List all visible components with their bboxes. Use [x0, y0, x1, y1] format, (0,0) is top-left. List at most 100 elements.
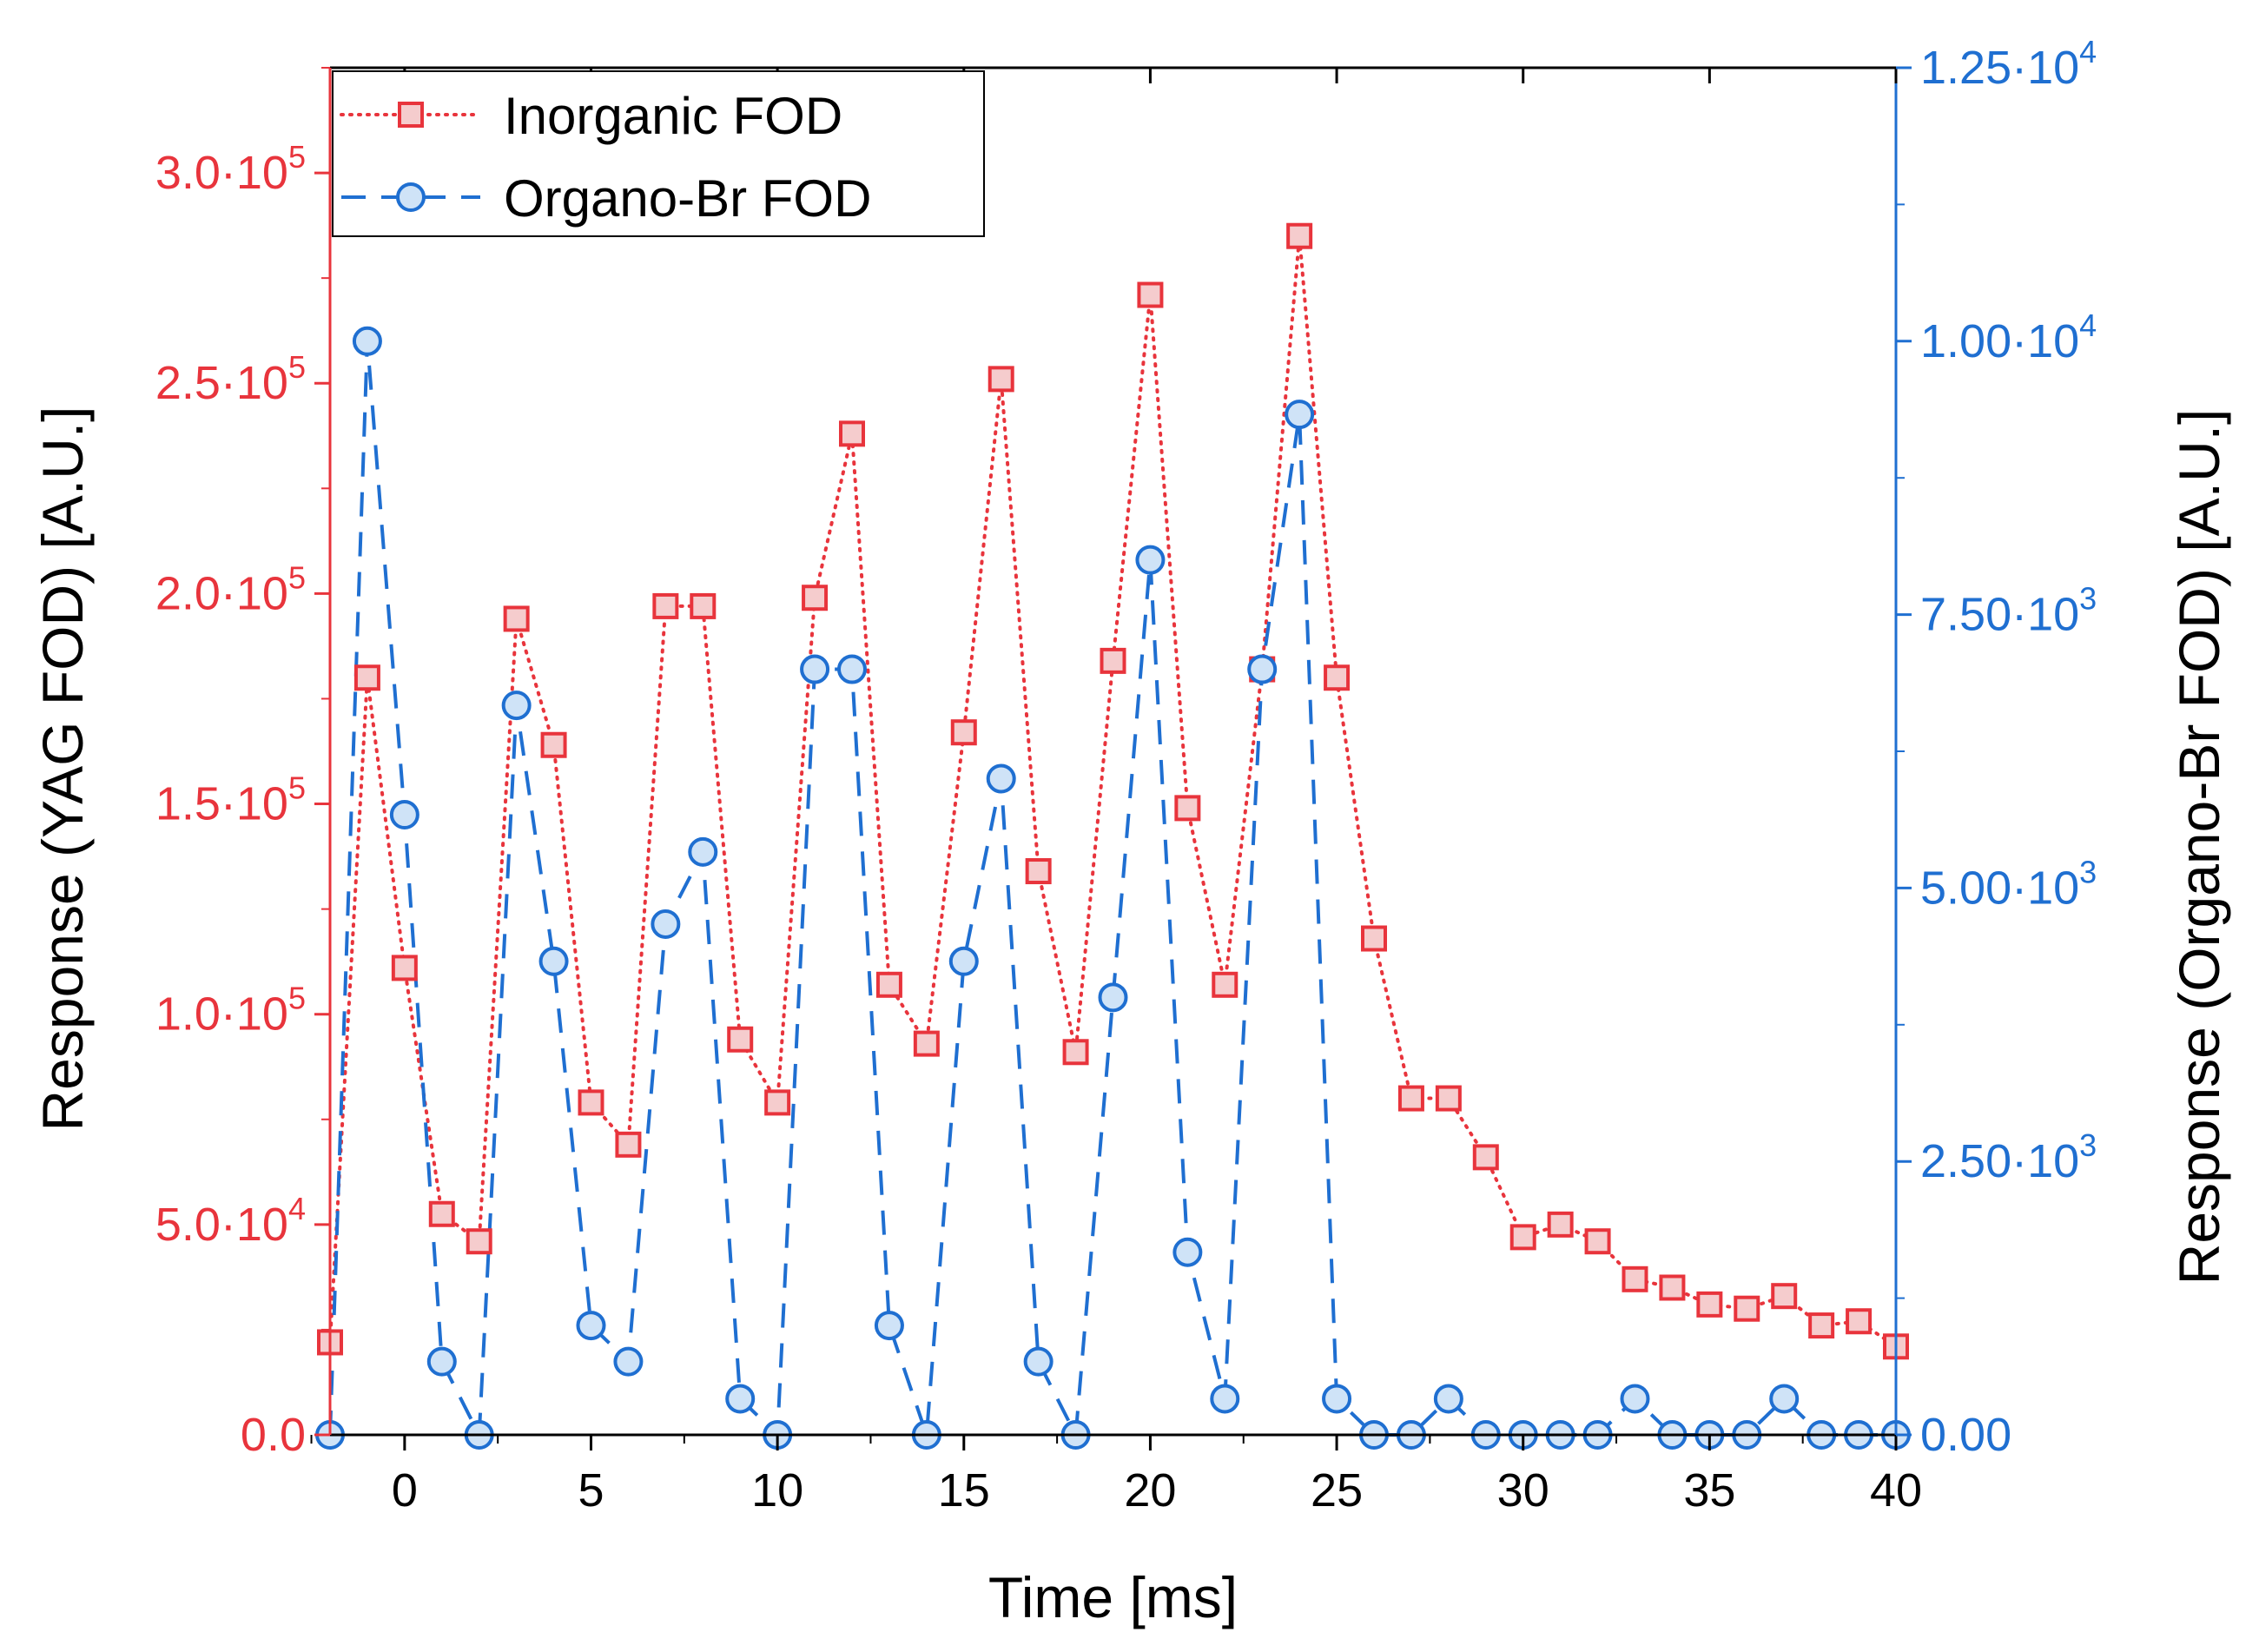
legend-marker-organo [396, 182, 426, 212]
inorganic-point [1808, 1312, 1835, 1339]
y-right-tick-label: 1.00·104 [1920, 307, 2097, 367]
x-tick-label: 25 [1311, 1464, 1363, 1517]
y-right-tick-mantissa: 1.00·10 [1920, 315, 2079, 367]
y-left-tick-label: 1.0·105 [155, 981, 306, 1041]
inorganic-point [690, 592, 717, 619]
organo-point [1172, 1237, 1203, 1267]
organo-point [1769, 1384, 1800, 1414]
y-right-tick-mantissa: 2.50·10 [1920, 1135, 2079, 1187]
inorganic-point [1734, 1295, 1760, 1322]
inorganic-point [875, 971, 902, 998]
inorganic-point [1584, 1228, 1611, 1255]
x-axis-title: Time [ms] [988, 1565, 1238, 1629]
organo-point [426, 1346, 457, 1377]
organo-point [986, 763, 1016, 794]
axes-layer: 0 5 10 15 20 25 30 35 400.05.0·1041.0·1051.5·105… [30, 34, 2231, 1629]
y-left-tick-exponent: 5 [288, 349, 306, 385]
y-right-tick-label: 0.00 [1920, 1409, 2011, 1461]
y-left-tick-label: 3.0·105 [155, 139, 306, 199]
y-right-tick-mantissa: 7.50·10 [1920, 589, 2079, 641]
organo-point [389, 800, 419, 830]
x-tick-label: 5 [578, 1464, 604, 1517]
y-left-tick-mantissa: 2.5·10 [155, 357, 288, 409]
organo-point [1433, 1384, 1463, 1414]
organo-point [1098, 982, 1128, 1013]
y-right-tick-label: 5.00·103 [1920, 854, 2097, 914]
legend-box [332, 70, 985, 237]
x-tick-label: 20 [1124, 1464, 1176, 1517]
inorganic-point [503, 605, 530, 632]
organo-point [874, 1311, 904, 1341]
inorganic-point [987, 366, 1014, 393]
x-tick-label: 0 [392, 1464, 418, 1517]
inorganic-point [1324, 664, 1351, 691]
inorganic-point [1174, 795, 1201, 822]
y-right-tick-mantissa: 0.00 [1920, 1409, 2011, 1461]
inorganic-point [1361, 925, 1387, 952]
inorganic-point [1696, 1291, 1723, 1318]
y-left-tick-label: 5.0·104 [155, 1191, 306, 1251]
organo-point [948, 946, 979, 976]
inorganic-point [1212, 971, 1238, 998]
y-left-tick-label: 0.0 [241, 1409, 306, 1461]
organo-point [538, 946, 569, 976]
inorganic-point [1397, 1085, 1424, 1112]
legend-label-organo: Organo-Br FOD [504, 169, 871, 228]
y-left-tick-exponent: 5 [288, 559, 306, 595]
organo-point [613, 1346, 644, 1377]
y-right-tick-label: 7.50·103 [1920, 581, 2097, 641]
inorganic-point [1286, 222, 1313, 249]
y-left-tick-mantissa: 3.0·10 [155, 147, 288, 199]
inorganic-point [1771, 1283, 1798, 1310]
inorganic-point [540, 731, 567, 758]
inorganic-point [1509, 1224, 1536, 1251]
y-right-tick-exponent: 3 [2079, 1127, 2097, 1163]
y-left-tick-exponent: 5 [288, 139, 306, 175]
inorganic-point [1622, 1265, 1648, 1292]
inorganic-point [652, 592, 679, 619]
y-right-tick-mantissa: 1.25·10 [1920, 42, 2079, 94]
organo-point [1135, 545, 1166, 575]
x-tick-label: 40 [1870, 1464, 1922, 1517]
y-left-tick-mantissa: 5.0·10 [155, 1199, 288, 1251]
y-right-axis-title: Response (Organo-Br FOD) [A.U.] [2167, 409, 2231, 1285]
inorganic-point [913, 1030, 940, 1057]
y-left-tick-exponent: 4 [288, 1191, 306, 1226]
organo-point [837, 654, 867, 684]
y-right-tick-exponent: 4 [2079, 307, 2097, 343]
organo-point [725, 1384, 756, 1414]
organo-point [1620, 1384, 1650, 1414]
y-left-tick-exponent: 5 [288, 981, 306, 1016]
inorganic-point [1846, 1308, 1873, 1335]
inorganic-point [1472, 1144, 1499, 1171]
inorganic-point [1659, 1274, 1686, 1301]
inorganic-point [428, 1200, 455, 1227]
organo-point [1210, 1384, 1240, 1414]
inorganic-point [727, 1026, 754, 1053]
organo-point [651, 909, 681, 939]
organo-point [1322, 1384, 1352, 1414]
organo-point [1247, 654, 1278, 684]
organo-point [800, 654, 830, 684]
inorganic-point [1025, 858, 1052, 885]
organo-point [1285, 400, 1315, 430]
x-tick-label: 30 [1497, 1464, 1549, 1517]
y-left-tick-label: 2.0·105 [155, 559, 306, 619]
legend-label-inorganic: Inorganic FOD [504, 87, 842, 145]
inorganic-point [950, 719, 977, 746]
y-left-tick-mantissa: 2.0·10 [155, 567, 288, 619]
y-left-tick-mantissa: 1.5·10 [155, 778, 288, 830]
inorganic-point [1435, 1085, 1462, 1112]
inorganic-point [802, 585, 829, 611]
inorganic-point [466, 1228, 492, 1255]
organo-point [576, 1311, 606, 1341]
inorganic-point [1137, 281, 1164, 308]
y-right-tick-label: 1.25·104 [1920, 34, 2097, 94]
x-tick-label: 35 [1683, 1464, 1735, 1517]
y-left-tick-label: 2.5·105 [155, 349, 306, 409]
inorganic-point [391, 955, 418, 981]
y-right-tick-label: 2.50·103 [1920, 1127, 2097, 1187]
organo-point [688, 836, 718, 867]
